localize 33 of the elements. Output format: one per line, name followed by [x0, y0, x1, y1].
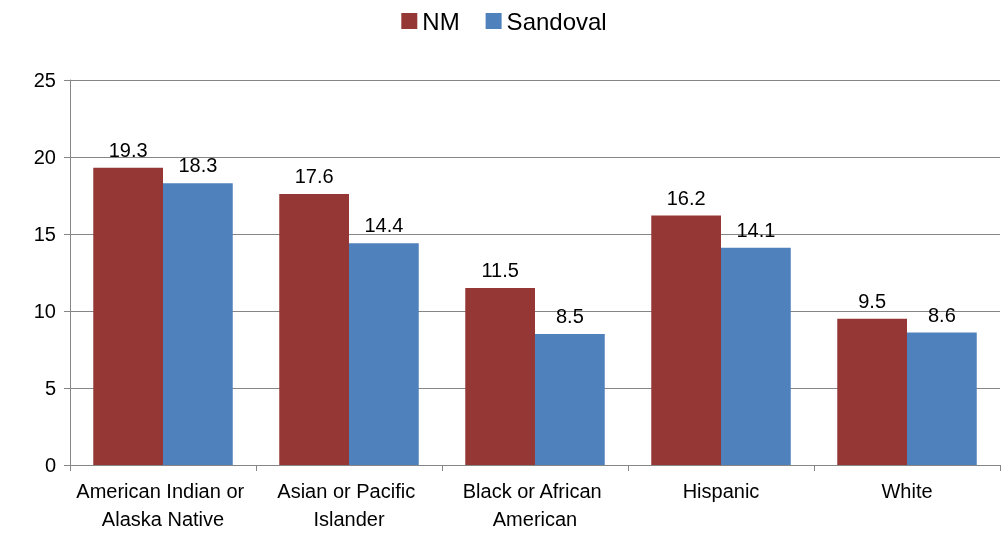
bar — [93, 167, 163, 465]
data-label: 9.5 — [858, 289, 887, 312]
y-tick-label: 25 — [33, 69, 56, 91]
legend-label: NM — [422, 7, 460, 35]
x-tick-label: Hispanic — [682, 480, 760, 502]
bar — [907, 332, 977, 465]
bar — [163, 183, 233, 465]
bar — [837, 318, 907, 465]
x-tick-label: White — [881, 480, 933, 502]
bar — [535, 334, 605, 465]
bar — [349, 243, 419, 465]
data-label: 19.3 — [108, 138, 148, 161]
legend-label: Sandoval — [506, 7, 607, 35]
data-label: 11.5 — [481, 258, 519, 281]
data-label: 14.4 — [364, 214, 404, 237]
bar — [279, 193, 349, 465]
x-tick-label: Asian or Pacific Islander — [277, 480, 421, 530]
bar — [651, 215, 721, 465]
y-tick-label: 15 — [33, 223, 56, 245]
bar — [721, 247, 791, 465]
data-label: 16.2 — [666, 186, 706, 209]
y-tick-label: 10 — [33, 300, 56, 322]
x-tick-label: American Indian or Alaska Native — [76, 480, 250, 530]
bar — [465, 287, 535, 465]
y-tick-label: 0 — [44, 454, 56, 476]
x-tick-label: Black or African American — [462, 480, 608, 530]
y-tick-label: 5 — [44, 377, 56, 399]
data-label: 17.6 — [294, 164, 334, 187]
data-label: 14.1 — [736, 218, 776, 241]
y-tick-label: 20 — [33, 146, 56, 168]
data-label: 18.3 — [178, 154, 218, 177]
data-label: 8.5 — [555, 305, 584, 328]
data-label: 8.6 — [927, 303, 956, 326]
